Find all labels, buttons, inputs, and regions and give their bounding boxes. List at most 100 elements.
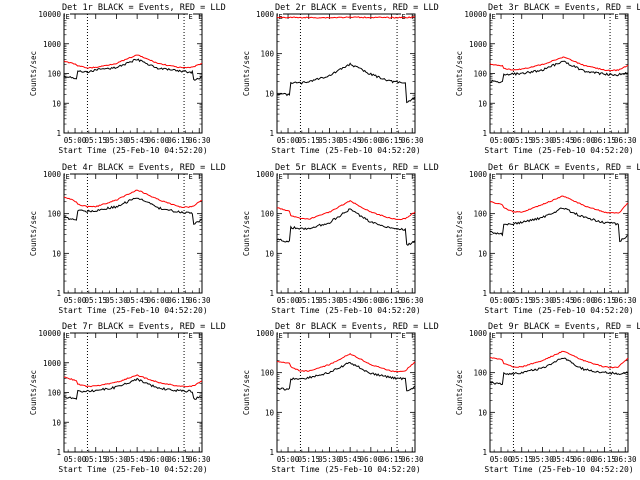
x-tick-label: 06:00 [147, 296, 170, 305]
x-tick-label: 05:00 [490, 296, 513, 305]
marker-box [614, 173, 620, 179]
series-lld-line [489, 350, 629, 369]
x-tick-label: 06:30 [188, 296, 211, 305]
marker-box [188, 173, 194, 179]
x-axis-label: Start Time (25-Feb-10 04:52:20) [271, 146, 420, 155]
plot-frame [63, 332, 203, 453]
marker-box [65, 332, 70, 338]
marker-box [65, 13, 70, 19]
series-events-line [276, 62, 416, 104]
detector-panel-6: Det 6r BLACK = Events, RED = LLD 1 10 100 10… [455, 163, 640, 315]
x-tick-label: 05:30 [531, 455, 554, 464]
x-tick-label: 06:15 [593, 296, 616, 305]
x-axis-label: Start Time (25-Feb-10 04:52:20) [271, 306, 420, 315]
event-marker-label: E [189, 13, 193, 21]
plot-frame [489, 173, 629, 294]
y-tick-label: 100 [473, 210, 487, 219]
y-tick-label: 1000 [43, 40, 62, 49]
y-axis-label: Counts/sec [242, 370, 251, 415]
event-marker-label: E [66, 173, 70, 181]
y-tick-label: 10 [52, 418, 62, 427]
marker-box [278, 13, 283, 19]
x-tick-label: 05:15 [297, 136, 320, 145]
x-axis-label: Start Time (25-Feb-10 04:52:20) [484, 465, 633, 474]
series-events-line [63, 58, 203, 81]
y-axis-label: Counts/sec [242, 211, 251, 256]
x-tick-label: 05:45 [552, 136, 575, 145]
x-tick-label: 05:30 [105, 455, 128, 464]
detector-panel-8: Det 8r BLACK = Events, RED = LLD 1 10 100 10… [242, 322, 439, 474]
x-tick-label: 05:15 [510, 455, 533, 464]
x-tick-label: 06:30 [401, 136, 424, 145]
x-tick-label: 06:30 [401, 296, 424, 305]
detector-panel-1: Det 1r BLACK = Events, RED = LLD 1 10 100 10… [29, 3, 226, 155]
x-tick-label: 06:15 [167, 296, 190, 305]
x-axis-label: Start Time (25-Feb-10 04:52:20) [271, 465, 420, 474]
x-tick-label: 05:30 [105, 296, 128, 305]
x-tick-label: 06:00 [360, 455, 383, 464]
x-tick-label: 05:15 [510, 296, 533, 305]
y-tick-label: 10000 [38, 329, 61, 338]
event-marker-label: E [615, 173, 619, 181]
series-lld-line [276, 16, 416, 19]
x-tick-label: 05:00 [277, 296, 300, 305]
series-lld-line [489, 56, 629, 72]
y-tick-label: 1 [269, 289, 274, 298]
x-tick-label: 06:15 [593, 455, 616, 464]
x-tick-label: 06:00 [573, 455, 596, 464]
series-lld-line [63, 374, 203, 388]
x-tick-label: 05:15 [297, 455, 320, 464]
plot-frame [276, 13, 416, 134]
series-events-line [63, 197, 203, 225]
panel-title: Det 1r BLACK = Events, RED = LLD [62, 3, 226, 13]
marker-box [278, 332, 283, 338]
y-tick-label: 10 [478, 99, 488, 108]
x-tick-label: 06:30 [401, 455, 424, 464]
plot-frame [489, 332, 629, 453]
x-tick-label: 05:45 [552, 296, 575, 305]
x-tick-label: 05:15 [84, 136, 107, 145]
x-axis-label: Start Time (25-Feb-10 04:52:20) [484, 306, 633, 315]
x-tick-label: 05:45 [339, 136, 362, 145]
series-lld-line [276, 200, 416, 221]
marker-box [491, 13, 496, 19]
x-tick-label: 05:15 [84, 296, 107, 305]
x-tick-label: 05:45 [126, 455, 149, 464]
panel-title: Det 3r BLACK = Events, RED = LLD [488, 3, 640, 13]
y-axis-label: Counts/sec [455, 370, 464, 415]
detector-panel-4: Det 4r BLACK = Events, RED = LLD 1 10 100 10… [29, 163, 226, 315]
series-lld-line [489, 195, 629, 214]
y-tick-label: 100 [473, 369, 487, 378]
y-tick-label: 1000 [469, 329, 488, 338]
panel-title: Det 4r BLACK = Events, RED = LLD [62, 163, 226, 173]
y-axis-label: Counts/sec [455, 51, 464, 96]
y-tick-label: 10000 [38, 10, 61, 19]
event-marker-label: E [66, 332, 70, 340]
x-tick-label: 06:15 [167, 136, 190, 145]
series-events-line [489, 60, 629, 84]
x-tick-label: 06:30 [188, 455, 211, 464]
panel-title: Det 2r BLACK = Events, RED = LLD [275, 3, 439, 13]
detector-panel-5: Det 5r BLACK = Events, RED = LLD 1 10 100 10… [242, 163, 439, 315]
marker-box [614, 13, 620, 19]
x-tick-label: 05:00 [277, 455, 300, 464]
event-marker-label: E [615, 332, 619, 340]
event-marker-label: E [492, 332, 496, 340]
y-axis-label: Counts/sec [29, 370, 38, 415]
series-lld-line [276, 353, 416, 373]
x-axis-label: Start Time (25-Feb-10 04:52:20) [58, 146, 207, 155]
y-tick-label: 100 [260, 50, 274, 59]
x-tick-label: 05:30 [105, 136, 128, 145]
x-tick-label: 06:00 [147, 136, 170, 145]
x-tick-label: 05:15 [510, 136, 533, 145]
y-axis-label: Counts/sec [242, 51, 251, 96]
y-tick-label: 10 [478, 249, 488, 258]
x-tick-label: 05:00 [64, 296, 87, 305]
event-marker-label: E [615, 13, 619, 21]
y-tick-label: 1 [56, 129, 61, 138]
plot-frame [276, 173, 416, 294]
y-tick-label: 100 [473, 70, 487, 79]
x-tick-label: 05:00 [64, 455, 87, 464]
x-tick-label: 05:30 [318, 455, 341, 464]
x-tick-label: 06:00 [360, 136, 383, 145]
